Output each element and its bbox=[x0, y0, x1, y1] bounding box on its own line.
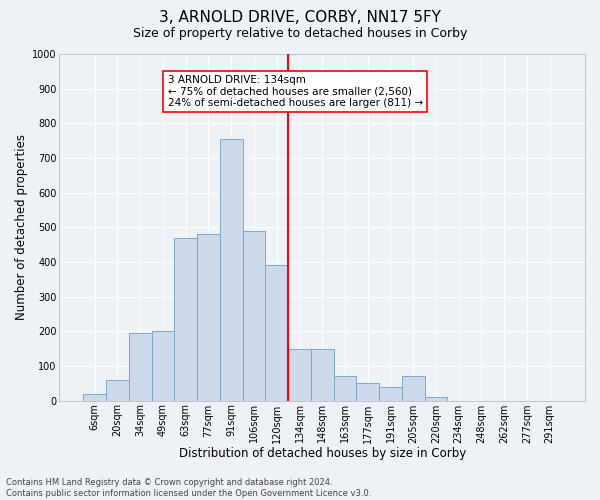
Bar bbox=[152, 331, 175, 400]
Bar bbox=[175, 238, 197, 400]
Text: 3 ARNOLD DRIVE: 134sqm
← 75% of detached houses are smaller (2,560)
24% of semi-: 3 ARNOLD DRIVE: 134sqm ← 75% of detached… bbox=[167, 75, 422, 108]
Bar bbox=[242, 230, 265, 400]
Bar bbox=[402, 376, 425, 400]
Bar bbox=[356, 383, 379, 400]
Text: Contains HM Land Registry data © Crown copyright and database right 2024.
Contai: Contains HM Land Registry data © Crown c… bbox=[6, 478, 371, 498]
X-axis label: Distribution of detached houses by size in Corby: Distribution of detached houses by size … bbox=[179, 447, 466, 460]
Bar bbox=[288, 348, 311, 401]
Bar bbox=[425, 397, 448, 400]
Y-axis label: Number of detached properties: Number of detached properties bbox=[15, 134, 28, 320]
Bar bbox=[311, 348, 334, 401]
Bar bbox=[334, 376, 356, 400]
Text: Size of property relative to detached houses in Corby: Size of property relative to detached ho… bbox=[133, 28, 467, 40]
Bar bbox=[106, 380, 129, 400]
Bar bbox=[83, 394, 106, 400]
Text: 3, ARNOLD DRIVE, CORBY, NN17 5FY: 3, ARNOLD DRIVE, CORBY, NN17 5FY bbox=[159, 10, 441, 25]
Bar bbox=[220, 139, 242, 400]
Bar bbox=[129, 333, 152, 400]
Bar bbox=[197, 234, 220, 400]
Bar bbox=[265, 266, 288, 400]
Bar bbox=[379, 386, 402, 400]
